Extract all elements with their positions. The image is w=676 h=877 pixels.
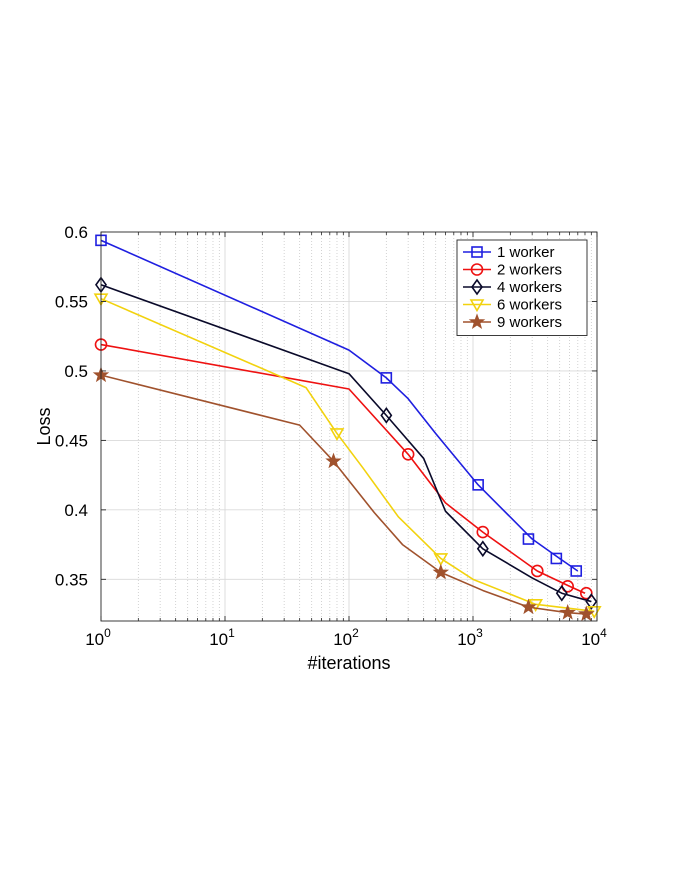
series-line (100, 297, 595, 613)
marker-star (468, 313, 486, 330)
series-4 (93, 293, 602, 619)
series-line (100, 284, 592, 603)
marker-star (559, 603, 576, 620)
axes: 100 101 102 103 104 0.35 0.4 0.45 0.5 0.55 0.6 #ite… (34, 223, 607, 673)
marker-diamond (585, 593, 598, 610)
legend-label: 1 worker (497, 244, 555, 261)
y-tick-label: 0.5 (64, 362, 88, 381)
marker-circle (470, 263, 484, 276)
grid-lines (101, 232, 597, 621)
marker-square (522, 533, 535, 545)
marker-star (578, 605, 595, 622)
marker-star (520, 598, 537, 615)
legend-item: 6 workers (463, 297, 562, 314)
marker-square (472, 479, 484, 491)
series-lines (92, 234, 602, 622)
x-tick-label: 103 (457, 626, 483, 649)
marker-square (380, 372, 393, 384)
y-tick-label: 0.4 (64, 501, 88, 520)
marker-square (570, 565, 583, 577)
marker-triangle-down (469, 299, 485, 313)
series-line (100, 239, 579, 572)
marker-triangle-down (433, 553, 449, 567)
marker-circle (580, 586, 593, 600)
x-tick-label: 102 (333, 626, 359, 649)
marker-square (471, 246, 483, 258)
legend-item: 9 workers (463, 313, 562, 331)
marker-diamond (476, 540, 489, 558)
y-tick-label: 0.35 (55, 570, 88, 589)
series-line (100, 374, 587, 615)
series-3 (95, 276, 598, 610)
legend-item: 4 workers (463, 278, 562, 296)
marker-diamond (471, 278, 483, 296)
marker-circle (530, 564, 544, 578)
marker-star (432, 563, 450, 580)
marker-star (325, 452, 342, 469)
x-tick-label: 101 (209, 626, 235, 649)
x-tick-label: 100 (85, 626, 111, 649)
marker-triangle-down (329, 428, 345, 442)
legend-label: 2 workers (497, 262, 562, 279)
x-tick-label: 104 (581, 626, 607, 649)
series-line (100, 343, 586, 594)
legend-item: 2 workers (463, 262, 562, 279)
legend-label: 4 workers (497, 279, 562, 296)
y-tick-label: 0.6 (64, 223, 88, 242)
marker-diamond (555, 584, 568, 602)
legend-item: 1 worker (463, 244, 555, 261)
marker-circle (401, 447, 415, 461)
marker-circle (476, 525, 490, 539)
marker-square (550, 552, 563, 565)
y-tick-label: 0.55 (55, 292, 88, 311)
y-tick-label: 0.45 (55, 431, 88, 450)
legend-label: 9 workers (497, 314, 562, 331)
series-1 (95, 234, 583, 577)
y-axis-label: Loss (34, 407, 54, 445)
x-axis-label: #iterations (307, 653, 390, 673)
marker-diamond (380, 407, 393, 424)
legend-label: 6 workers (497, 297, 562, 314)
